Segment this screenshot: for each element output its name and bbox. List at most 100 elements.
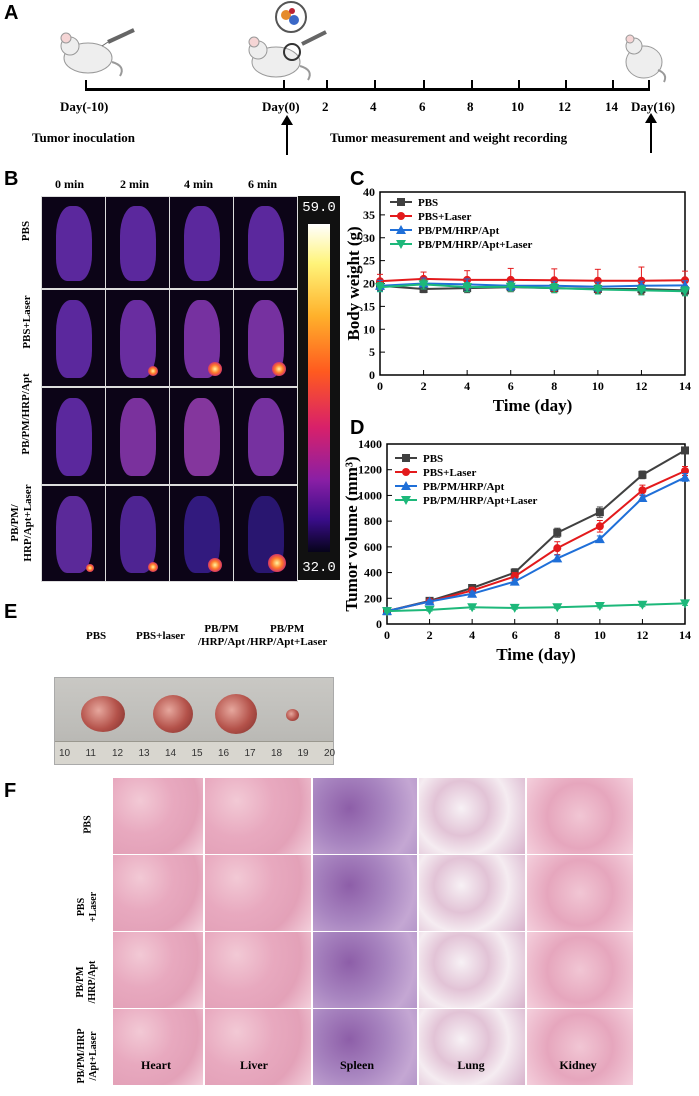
thermal-image <box>233 387 298 485</box>
x-tick-label: 10 <box>592 379 604 393</box>
tumor-specimen <box>153 695 193 733</box>
legend-label: PB/PM/HRP/Apt+Laser <box>423 495 538 507</box>
y-tick-label: 1400 <box>358 437 382 451</box>
timeline-tick <box>374 80 376 90</box>
organ-label: Kidney <box>559 1058 597 1072</box>
histology-image-lung <box>418 1008 526 1086</box>
day-end-label: Day(16) <box>631 99 676 114</box>
plot-frame <box>386 443 686 625</box>
series-line <box>386 602 686 613</box>
tick-label: 14 <box>605 99 618 114</box>
data-point <box>462 283 473 293</box>
legend: PBS PBS+Laser PB/PM/HRP/Apt PB/PM/HRP/Apt+L… <box>390 197 533 251</box>
legend-label: PB/PM/HRP/Apt <box>418 225 500 237</box>
y-tick-label: 15 <box>363 299 375 313</box>
data-point <box>505 282 516 292</box>
data-point <box>510 572 519 581</box>
ruler-number: 10 <box>59 748 71 759</box>
ruler-number: 12 <box>112 748 124 759</box>
thermal-image <box>169 196 234 289</box>
y-tick-label: 200 <box>364 591 382 605</box>
histology-image-kidney <box>526 777 634 855</box>
data-point <box>467 603 478 613</box>
histology-row-label: PBS +Laser <box>76 891 99 923</box>
histology-image-spleen <box>312 931 418 1009</box>
histology-image-heart <box>112 931 204 1009</box>
x-axis-label: Time (day) <box>493 396 573 415</box>
data-point <box>552 603 563 613</box>
panel-label-e: E <box>4 601 18 623</box>
y-tick-label: 30 <box>363 231 375 245</box>
tumor-specimen <box>286 709 299 721</box>
timeline-tick <box>283 80 285 90</box>
ruler-number: 13 <box>138 748 150 759</box>
x-axis-label: Time (day) <box>496 645 576 664</box>
data-point <box>402 454 410 462</box>
thermal-image <box>41 196 106 289</box>
series-line <box>379 282 686 288</box>
series-pb-pm-hrp-apt <box>382 472 690 616</box>
histology-image-heart <box>112 1008 204 1086</box>
data-point <box>637 493 648 502</box>
data-point <box>552 553 563 563</box>
organ-label: Liver <box>240 1058 268 1072</box>
x-tick-label: 2 <box>427 628 433 642</box>
x-tick-label: 12 <box>635 379 647 393</box>
y-tick-label: 5 <box>369 345 375 359</box>
histology-image-lung <box>418 854 526 932</box>
organ-label: Lung <box>457 1058 485 1072</box>
time-header: 0 min <box>55 177 85 191</box>
mouse-icon-injection <box>248 30 327 81</box>
legend-label: PBS+Laser <box>418 211 471 223</box>
arrow-up-icon <box>281 115 293 155</box>
data-point <box>681 446 689 455</box>
y-tick-label: 0 <box>369 368 375 382</box>
data-point <box>681 467 689 475</box>
timeline-tick <box>85 80 87 90</box>
colorbar-max: 59.0 <box>302 200 336 216</box>
y-tick-label: 1000 <box>358 488 382 502</box>
x-tick-label: 4 <box>469 628 475 642</box>
thermal-image <box>41 387 106 485</box>
y-tick-label: 25 <box>363 254 375 268</box>
ruler-number: 18 <box>271 748 283 759</box>
body-weight-chart: 0 2 4 6 8 10 12 14 0 5 10 15 20 25 30 35 40 Time (day) Bod… <box>345 185 691 415</box>
data-point <box>680 599 690 609</box>
histology-image-kidney <box>526 1008 634 1086</box>
x-tick-label: 14 <box>679 379 691 393</box>
thermal-image <box>41 485 106 582</box>
data-point <box>424 605 435 615</box>
organ-label: Heart <box>141 1058 171 1072</box>
x-tick-label: 4 <box>464 379 470 393</box>
data-point <box>375 283 385 293</box>
series-pb-pm-hrp-apt-laser <box>382 599 690 617</box>
data-point <box>638 470 647 479</box>
ruler-number: 20 <box>324 748 336 759</box>
thermal-row-label: PBS+Laser <box>21 295 33 349</box>
histology-image-kidney <box>526 931 634 1009</box>
histology-image-liver <box>204 1008 312 1086</box>
time-header: 2 min <box>120 177 150 191</box>
legend: PBS PBS+Laser PB/PM/HRP/Apt PB/PM/HRP/Apt+L… <box>395 453 538 507</box>
x-tick-label: 14 <box>679 628 691 642</box>
histology-image-lung <box>418 777 526 855</box>
histology-image-lung <box>418 931 526 1009</box>
histology-image-heart <box>112 777 204 855</box>
thermal-image <box>41 289 106 387</box>
series-line <box>379 277 686 283</box>
x-tick-label: 10 <box>594 628 606 642</box>
colorbar-gradient <box>308 224 330 552</box>
tick-label: 2 <box>322 99 329 114</box>
data-point <box>401 496 411 505</box>
day-zero-label: Day(0) <box>262 99 300 114</box>
data-point <box>382 607 392 617</box>
x-tick-label: 6 <box>512 628 518 642</box>
data-point <box>401 481 411 490</box>
histology-image-spleen <box>312 854 418 932</box>
thermal-image <box>169 387 234 485</box>
panel-label-f: F <box>4 780 17 802</box>
histology-image-spleen <box>312 777 418 855</box>
histology-image-heart <box>112 854 204 932</box>
panel-label-b: B <box>4 168 19 190</box>
y-tick-label: 0 <box>376 617 382 631</box>
